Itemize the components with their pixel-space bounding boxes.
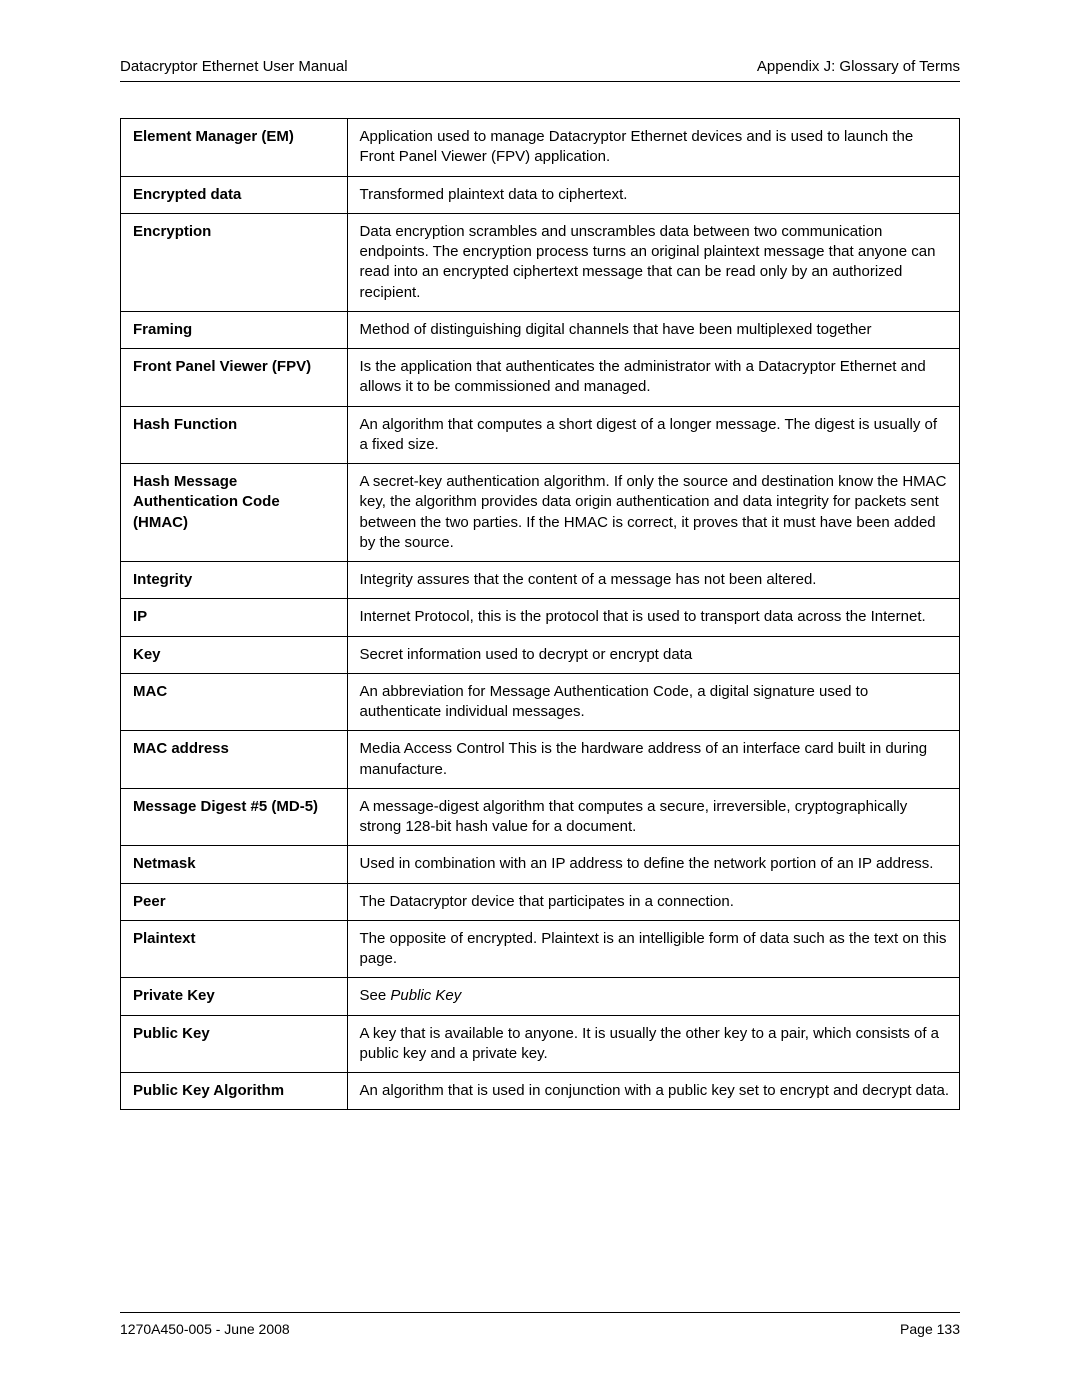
definition-cell: A secret-key authentication algorithm. I…: [347, 464, 959, 562]
table-row: Hash Message Authentication Code (HMAC) …: [121, 464, 960, 562]
header-right: Appendix J: Glossary of Terms: [757, 58, 960, 75]
term-cell: Private Key: [121, 978, 348, 1015]
table-row: Peer The Datacryptor device that partici…: [121, 883, 960, 920]
term-cell: Element Manager (EM): [121, 119, 348, 177]
header-left: Datacryptor Ethernet User Manual: [120, 58, 348, 75]
table-row: MAC An abbreviation for Message Authenti…: [121, 673, 960, 731]
definition-cell: An abbreviation for Message Authenticati…: [347, 673, 959, 731]
table-row: Public Key A key that is available to an…: [121, 1015, 960, 1073]
term-cell: Message Digest #5 (MD-5): [121, 788, 348, 846]
term-cell: Integrity: [121, 562, 348, 599]
table-row: MAC address Media Access Control This is…: [121, 731, 960, 789]
table-row: Plaintext The opposite of encrypted. Pla…: [121, 920, 960, 978]
definition-cell: An algorithm that is used in conjunction…: [347, 1073, 959, 1110]
table-row: Message Digest #5 (MD-5) A message-diges…: [121, 788, 960, 846]
term-cell: Peer: [121, 883, 348, 920]
term-cell: Encryption: [121, 213, 348, 311]
term-cell: Key: [121, 636, 348, 673]
table-row: Framing Method of distinguishing digital…: [121, 311, 960, 348]
definition-cell: See Public Key: [347, 978, 959, 1015]
term-cell: MAC: [121, 673, 348, 731]
definition-cell: Transformed plaintext data to ciphertext…: [347, 176, 959, 213]
table-row: Public Key Algorithm An algorithm that i…: [121, 1073, 960, 1110]
definition-cell: Used in combination with an IP address t…: [347, 846, 959, 883]
definition-cell: A key that is available to anyone. It is…: [347, 1015, 959, 1073]
definition-cell: Integrity assures that the content of a …: [347, 562, 959, 599]
table-row: Private Key See Public Key: [121, 978, 960, 1015]
definition-cell: Secret information used to decrypt or en…: [347, 636, 959, 673]
definition-cell: A message-digest algorithm that computes…: [347, 788, 959, 846]
definition-cell: Data encryption scrambles and unscramble…: [347, 213, 959, 311]
table-row: Key Secret information used to decrypt o…: [121, 636, 960, 673]
term-cell: Public Key Algorithm: [121, 1073, 348, 1110]
table-row: Integrity Integrity assures that the con…: [121, 562, 960, 599]
table-row: Encryption Data encryption scrambles and…: [121, 213, 960, 311]
term-cell: IP: [121, 599, 348, 636]
table-row: Hash Function An algorithm that computes…: [121, 406, 960, 464]
term-cell: Front Panel Viewer (FPV): [121, 349, 348, 407]
term-cell: MAC address: [121, 731, 348, 789]
definition-cell: An algorithm that computes a short diges…: [347, 406, 959, 464]
term-cell: Framing: [121, 311, 348, 348]
table-row: IP Internet Protocol, this is the protoc…: [121, 599, 960, 636]
see-reference: Public Key: [390, 987, 461, 1004]
see-prefix: See: [360, 987, 391, 1004]
definition-cell: Media Access Control This is the hardwar…: [347, 731, 959, 789]
table-row: Front Panel Viewer (FPV) Is the applicat…: [121, 349, 960, 407]
glossary-table: Element Manager (EM) Application used to…: [120, 118, 960, 1110]
term-cell: Encrypted data: [121, 176, 348, 213]
term-cell: Netmask: [121, 846, 348, 883]
footer-left: 1270A450-005 - June 2008: [120, 1321, 290, 1337]
definition-cell: Internet Protocol, this is the protocol …: [347, 599, 959, 636]
term-cell: Hash Function: [121, 406, 348, 464]
footer-right: Page 133: [900, 1321, 960, 1337]
term-cell: Public Key: [121, 1015, 348, 1073]
definition-cell: The Datacryptor device that participates…: [347, 883, 959, 920]
term-cell: Hash Message Authentication Code (HMAC): [121, 464, 348, 562]
table-row: Netmask Used in combination with an IP a…: [121, 846, 960, 883]
page-header: Datacryptor Ethernet User Manual Appendi…: [120, 58, 960, 82]
term-cell: Plaintext: [121, 920, 348, 978]
definition-cell: Is the application that authenticates th…: [347, 349, 959, 407]
definition-cell: Application used to manage Datacryptor E…: [347, 119, 959, 177]
table-row: Encrypted data Transformed plaintext dat…: [121, 176, 960, 213]
page-footer: 1270A450-005 - June 2008 Page 133: [120, 1312, 960, 1337]
definition-cell: The opposite of encrypted. Plaintext is …: [347, 920, 959, 978]
table-row: Element Manager (EM) Application used to…: [121, 119, 960, 177]
definition-cell: Method of distinguishing digital channel…: [347, 311, 959, 348]
